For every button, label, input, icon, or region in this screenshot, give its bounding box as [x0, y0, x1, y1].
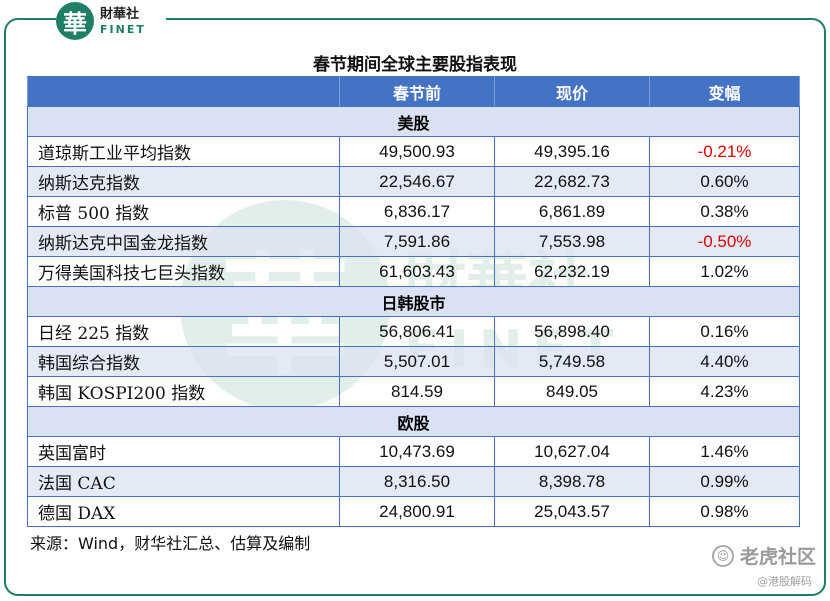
table-title: 春节期间全球主要股指表现 — [313, 55, 517, 75]
value-before: 10,473.69 — [339, 436, 495, 467]
value-current: 49,395.16 — [494, 136, 650, 167]
header-change: 变幅 — [649, 76, 800, 107]
table-row: 韩国综合指数 5,507.01 5,749.58 4.40% — [27, 346, 800, 377]
index-performance-table: 春节前 现价 变幅 美股 道琼斯工业平均指数 49,500.93 49,395.16-… — [27, 76, 800, 527]
tiger-community-brand: ☺ 老虎社区 — [711, 542, 816, 569]
table-row: 纳斯达克指数 22,546.67 22,682.73 0.60% — [27, 166, 800, 197]
table-row: 纳斯达克中国金龙指数 7,591.86 7,553.98 -0.50% — [27, 226, 800, 257]
header-before: 春节前 — [339, 76, 495, 107]
value-change: 0.38% — [649, 196, 800, 227]
table-row: 韩国 KOSPI200 指数 814.59 849.05 4.23% — [27, 376, 800, 407]
table-row: 道琼斯工业平均指数 49,500.93 49,395.16 -0.21% — [27, 136, 800, 167]
section-row: 欧股 — [27, 406, 800, 437]
value-change: 4.23% — [649, 376, 800, 407]
tiger-icon: ☺ — [711, 544, 734, 567]
index-name: 德国 DAX — [27, 496, 340, 527]
value-change: -0.21% — [649, 136, 800, 167]
value-before: 24,800.91 — [339, 496, 495, 527]
index-name: 法国 CAC — [27, 466, 340, 497]
value-change: 0.99% — [649, 466, 800, 497]
value-before: 7,591.86 — [339, 226, 495, 257]
value-change: 0.60% — [649, 166, 800, 197]
source-note: 来源：Wind，财华社汇总、估算及编制 — [30, 534, 311, 553]
logo-en-text: FINET — [100, 22, 146, 36]
table-row: 日经 225 指数 56,806.41 56,898.40 0.16% — [27, 316, 800, 347]
value-before: 61,603.43 — [339, 256, 495, 287]
value-current: 8,398.78 — [494, 466, 650, 497]
header-current: 现价 — [494, 76, 650, 107]
table-row: 万得美国科技七巨头指数 61,603.43 62,232.19 1.02% — [27, 256, 800, 287]
logo-cn-text: 財華社 — [100, 6, 140, 22]
value-current: 62,232.19 — [494, 256, 650, 287]
table-header-row: 春节前 现价 变幅 — [27, 76, 800, 107]
value-current: 6,861.89 — [494, 196, 650, 227]
index-name: 英国富时 — [27, 436, 340, 467]
value-change: 1.02% — [649, 256, 800, 287]
section-row: 日韩股市 — [27, 286, 800, 317]
logo-mark-icon: 華 — [56, 2, 94, 40]
tiger-brand-text: 老虎社区 — [739, 546, 816, 568]
value-before: 56,806.41 — [339, 316, 495, 347]
index-name: 万得美国科技七巨头指数 — [27, 256, 340, 287]
value-change: -0.50% — [649, 226, 800, 257]
index-name: 日经 225 指数 — [27, 316, 340, 347]
header-name — [27, 76, 340, 107]
value-current: 22,682.73 — [494, 166, 650, 197]
value-before: 8,316.50 — [339, 466, 495, 497]
section-label: 美股 — [27, 106, 800, 137]
value-change: 1.46% — [649, 436, 800, 467]
value-before: 814.59 — [339, 376, 495, 407]
value-current: 25,043.57 — [494, 496, 650, 527]
table-row: 英国富时 10,473.69 10,627.04 1.46% — [27, 436, 800, 467]
value-current: 5,749.58 — [494, 346, 650, 377]
index-name: 道琼斯工业平均指数 — [27, 136, 340, 167]
table-row: 标普 500 指数 6,836.17 6,861.89 0.38% — [27, 196, 800, 227]
index-name: 纳斯达克指数 — [27, 166, 340, 197]
section-label: 日韩股市 — [27, 286, 800, 317]
value-before: 22,546.67 — [339, 166, 495, 197]
index-name: 韩国 KOSPI200 指数 — [27, 376, 340, 407]
index-name: 纳斯达克中国金龙指数 — [27, 226, 340, 257]
section-row: 美股 — [27, 106, 800, 137]
value-current: 56,898.40 — [494, 316, 650, 347]
author-handle: @港股解码 — [757, 575, 812, 588]
finet-logo: 華 財華社 FINET — [56, 0, 166, 42]
value-current: 7,553.98 — [494, 226, 650, 257]
index-name: 标普 500 指数 — [27, 196, 340, 227]
value-before: 6,836.17 — [339, 196, 495, 227]
value-before: 5,507.01 — [339, 346, 495, 377]
section-label: 欧股 — [27, 406, 800, 437]
value-current: 10,627.04 — [494, 436, 650, 467]
value-change: 0.98% — [649, 496, 800, 527]
value-current: 849.05 — [494, 376, 650, 407]
table-row: 德国 DAX 24,800.91 25,043.57 0.98% — [27, 496, 800, 527]
index-name: 韩国综合指数 — [27, 346, 340, 377]
value-before: 49,500.93 — [339, 136, 495, 167]
table-row: 法国 CAC 8,316.50 8,398.78 0.99% — [27, 466, 800, 497]
value-change: 0.16% — [649, 316, 800, 347]
value-change: 4.40% — [649, 346, 800, 377]
